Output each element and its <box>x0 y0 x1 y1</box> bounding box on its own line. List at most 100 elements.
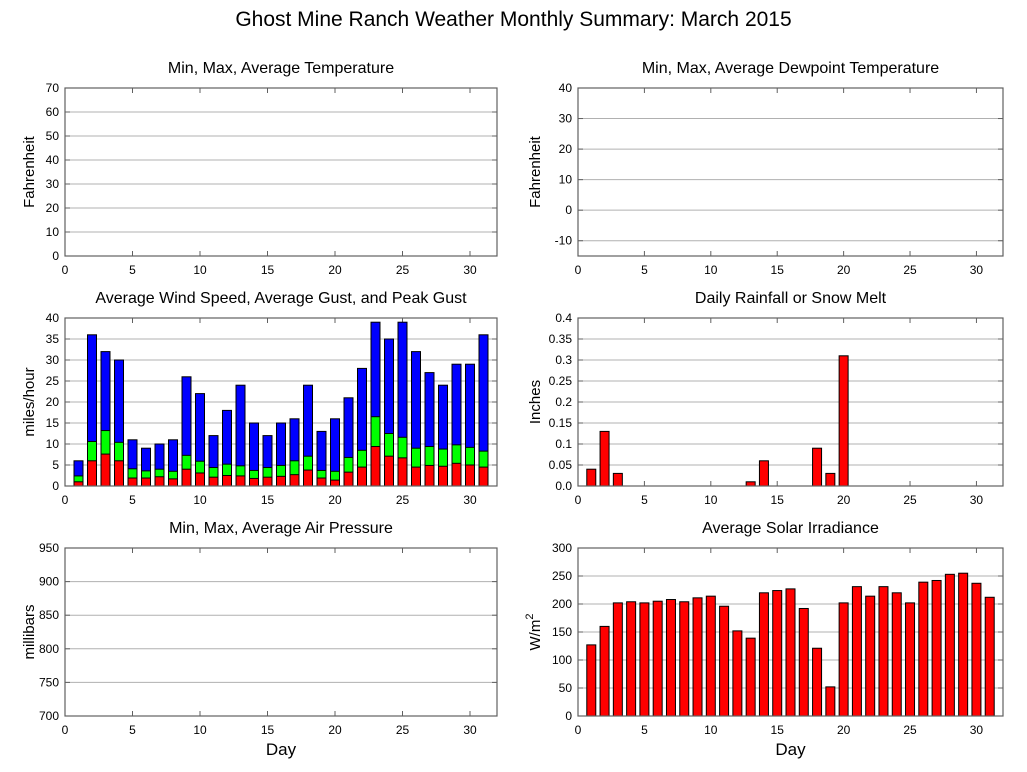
chart-title: Min, Max, Average Dewpoint Temperature <box>642 60 939 77</box>
bar <box>586 468 597 486</box>
bar <box>812 447 823 486</box>
y-tick-label: 900 <box>39 575 59 589</box>
plot-frame <box>577 87 1004 257</box>
x-tick-label: 20 <box>837 493 851 507</box>
y-axis-label-text: miles/hour <box>21 367 38 436</box>
bar-average-speed <box>154 476 165 486</box>
bar-peak-gust <box>397 321 408 486</box>
y-tick-label: 0.35 <box>549 332 573 346</box>
y-axis-label-text: Inches <box>527 380 544 424</box>
y-tick-label: 800 <box>39 642 59 656</box>
x-tick-label: 25 <box>903 493 917 507</box>
y-tick-label: 25 <box>46 374 60 388</box>
y-tick-label: 100 <box>552 653 572 667</box>
bar <box>825 686 836 716</box>
bar <box>719 605 730 716</box>
bar <box>758 592 769 716</box>
bar-average-speed <box>303 469 313 486</box>
bar <box>905 602 916 716</box>
y-axis-label-text: millibars <box>21 604 38 659</box>
y-tick-label: 0.4 <box>555 311 572 325</box>
bar <box>626 601 637 716</box>
y-tick-label: 750 <box>39 675 59 689</box>
bar <box>586 644 597 716</box>
main-title: Ghost Mine Ranch Weather Monthly Summary… <box>235 8 792 31</box>
bar-average-speed <box>397 457 408 486</box>
plot-frame <box>64 87 498 257</box>
chart-title: Daily Rainfall or Snow Melt <box>695 290 887 307</box>
bar <box>599 430 610 486</box>
bar <box>878 586 889 716</box>
bar-peak-gust <box>276 422 286 486</box>
bars <box>586 572 995 716</box>
y-tick-label: 0 <box>565 203 572 217</box>
bar <box>838 355 849 486</box>
bar <box>931 579 942 716</box>
x-tick-label: 30 <box>970 723 984 737</box>
x-tick-label: 20 <box>837 723 851 737</box>
bars <box>73 321 489 486</box>
x-tick-label: 15 <box>261 723 275 737</box>
x-tick-label: 10 <box>193 723 207 737</box>
x-axis-label: Day <box>775 740 806 759</box>
y-tick-label: 0.2 <box>555 395 572 409</box>
bar <box>918 581 929 716</box>
y-axis-label: W/m2 <box>524 614 544 651</box>
y-axis-label-text: Fahrenheit <box>527 135 544 208</box>
bar <box>825 472 836 486</box>
chart-title: Average Wind Speed, Average Gust, and Pe… <box>95 290 467 307</box>
bar-average-speed <box>73 481 84 486</box>
bar-average-speed <box>87 460 97 486</box>
bar-average-speed <box>235 475 246 486</box>
y-tick-label: 20 <box>46 201 60 215</box>
y-tick-label: 40 <box>559 81 573 95</box>
bar-peak-gust <box>384 338 394 486</box>
y-tick-label: 0.3 <box>555 353 572 367</box>
y-tick-label: 60 <box>46 105 60 119</box>
bar-average-speed <box>195 472 205 486</box>
y-tick-label: 30 <box>559 112 573 126</box>
x-tick-label: 20 <box>328 723 342 737</box>
bar-peak-gust <box>438 384 448 486</box>
bar-average-speed <box>330 479 340 486</box>
x-tick-label: 5 <box>641 263 648 277</box>
bar <box>639 602 650 716</box>
bar-average-speed <box>208 476 219 486</box>
x-tick-label: 15 <box>771 263 785 277</box>
y-axis-label-text: Fahrenheit <box>21 135 38 208</box>
bar-average-speed <box>357 466 367 486</box>
x-tick-label: 10 <box>704 493 718 507</box>
x-tick-label: 30 <box>463 723 477 737</box>
y-tick-label: 0 <box>52 249 59 263</box>
x-tick-label: 10 <box>704 723 718 737</box>
y-tick-label: 0.1 <box>555 437 572 451</box>
bar <box>679 601 690 716</box>
bar-average-speed <box>465 464 475 486</box>
bar-average-speed <box>168 478 178 486</box>
bar-average-speed <box>411 466 421 486</box>
y-axis-label: Fahrenheit <box>21 135 38 208</box>
y-tick-label: 10 <box>559 173 573 187</box>
y-tick-label: 950 <box>39 541 59 555</box>
bar-peak-gust <box>208 435 219 486</box>
y-axis-label: miles/hour <box>21 367 38 436</box>
bar <box>865 595 876 716</box>
bar <box>692 597 703 716</box>
bar <box>851 586 862 716</box>
bar-peak-gust <box>114 359 124 486</box>
bar-average-gust <box>73 475 84 486</box>
chart-wind: Average Wind Speed, Average Gust, and Pe… <box>21 290 498 507</box>
y-axis-label-text: W/m <box>527 620 544 651</box>
y-tick-label: 40 <box>46 153 60 167</box>
y-tick-label: 50 <box>46 129 60 143</box>
bar <box>772 590 783 716</box>
bar-average-gust <box>276 464 286 486</box>
y-tick-label: -10 <box>555 234 573 248</box>
chart-temp: Min, Max, Average Temperature01020304050… <box>21 60 498 277</box>
y-tick-label: 50 <box>559 681 573 695</box>
x-tick-label: 0 <box>575 263 582 277</box>
y-axis-label: millibars <box>21 604 38 659</box>
bar-peak-gust <box>465 363 475 486</box>
x-axis-label: Day <box>266 740 297 759</box>
bar-peak-gust <box>141 447 151 486</box>
